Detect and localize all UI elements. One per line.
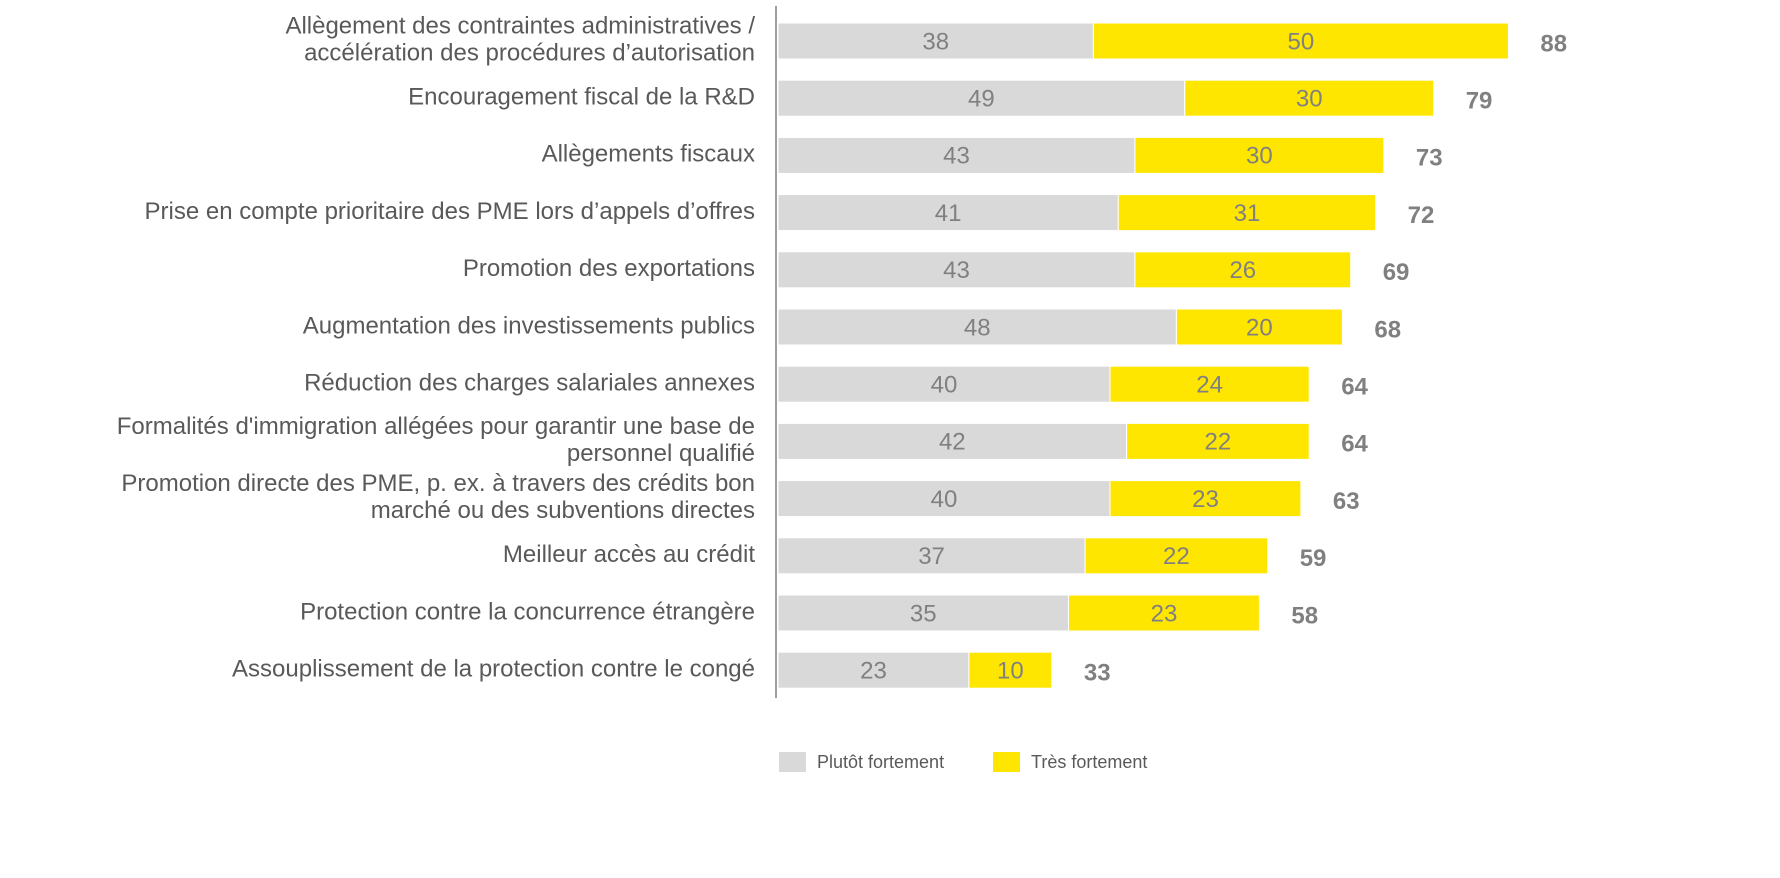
value-label: 22 bbox=[1205, 429, 1232, 456]
legend-label: Plutôt fortement bbox=[817, 752, 944, 772]
value-label: 49 bbox=[968, 86, 995, 113]
total-label: 33 bbox=[1084, 660, 1111, 687]
bar-segment bbox=[1117, 194, 1377, 232]
category-label: Réduction des charges salariales annexes bbox=[304, 370, 755, 397]
bar-segment bbox=[777, 651, 970, 689]
legend-swatch bbox=[993, 752, 1020, 772]
bar-segment bbox=[1134, 251, 1352, 289]
category-label: Promotion directe des PME, p. ex. à trav… bbox=[121, 470, 755, 524]
category-label: Formalités d'immigration allégées pour g… bbox=[117, 413, 755, 467]
value-label: 50 bbox=[1288, 28, 1315, 55]
total-label: 79 bbox=[1466, 88, 1493, 115]
value-label: 40 bbox=[931, 486, 958, 513]
bar-segment bbox=[1134, 136, 1385, 174]
bar-segment bbox=[1109, 365, 1310, 403]
bar-segment bbox=[1184, 79, 1435, 117]
category-label: Meilleur accès au crédit bbox=[503, 541, 755, 568]
value-label: 23 bbox=[1151, 600, 1178, 627]
value-label: 42 bbox=[939, 429, 966, 456]
value-label: 35 bbox=[910, 600, 937, 627]
bar-segment bbox=[1084, 537, 1269, 575]
value-label: 22 bbox=[1163, 543, 1190, 570]
category-label: Encouragement fiscal de la R&D bbox=[408, 84, 755, 111]
value-label: 30 bbox=[1296, 86, 1323, 113]
total-label: 69 bbox=[1383, 259, 1410, 286]
bar-segment bbox=[777, 422, 1128, 460]
value-label: 43 bbox=[943, 143, 970, 170]
bar-segment bbox=[777, 308, 1177, 346]
value-label: 20 bbox=[1246, 314, 1273, 341]
total-label: 88 bbox=[1540, 30, 1567, 57]
bar-segment bbox=[777, 537, 1086, 575]
category-label: Augmentation des investissements publics bbox=[303, 312, 755, 339]
value-label: 10 bbox=[997, 658, 1024, 685]
legend-label: Très fortement bbox=[1031, 752, 1147, 772]
category-label: Promotion des exportations bbox=[463, 255, 755, 282]
bar-segment bbox=[777, 365, 1111, 403]
total-label: 58 bbox=[1291, 602, 1318, 629]
total-label: 64 bbox=[1341, 374, 1368, 401]
category-label: Prise en compte prioritaire des PME lors… bbox=[145, 198, 756, 225]
total-label: 68 bbox=[1374, 316, 1401, 343]
bar-segment bbox=[777, 79, 1186, 117]
value-label: 26 bbox=[1229, 257, 1256, 284]
value-label: 37 bbox=[918, 543, 945, 570]
bar-segment bbox=[777, 594, 1069, 632]
value-label: 30 bbox=[1246, 143, 1273, 170]
total-label: 63 bbox=[1333, 488, 1360, 515]
total-label: 64 bbox=[1341, 431, 1368, 458]
bar-segment bbox=[968, 651, 1053, 689]
total-label: 59 bbox=[1300, 545, 1327, 572]
value-label: 23 bbox=[1192, 486, 1219, 513]
total-label: 73 bbox=[1416, 145, 1443, 172]
value-label: 38 bbox=[922, 28, 949, 55]
category-label: Assouplissement de la protection contre … bbox=[232, 656, 755, 683]
bar-segment bbox=[777, 251, 1136, 289]
legend-swatch bbox=[779, 752, 806, 772]
value-label: 40 bbox=[931, 372, 958, 399]
category-label: Protection contre la concurrence étrangè… bbox=[300, 598, 755, 625]
value-label: 48 bbox=[964, 314, 991, 341]
value-label: 31 bbox=[1234, 200, 1261, 227]
bar-segment bbox=[1126, 422, 1310, 460]
value-label: 23 bbox=[860, 658, 887, 685]
bar-segment bbox=[1175, 308, 1343, 346]
value-label: 43 bbox=[943, 257, 970, 284]
bar-segment bbox=[1068, 594, 1260, 632]
total-label: 72 bbox=[1408, 202, 1435, 229]
category-label: Allègements fiscaux bbox=[542, 141, 755, 168]
value-label: 24 bbox=[1196, 372, 1223, 399]
bar-segment bbox=[1092, 22, 1509, 60]
value-label: 41 bbox=[935, 200, 962, 227]
bar-segment bbox=[1109, 480, 1302, 518]
category-label: Allègement des contraintes administrativ… bbox=[285, 13, 755, 67]
bar-segment bbox=[777, 480, 1111, 518]
